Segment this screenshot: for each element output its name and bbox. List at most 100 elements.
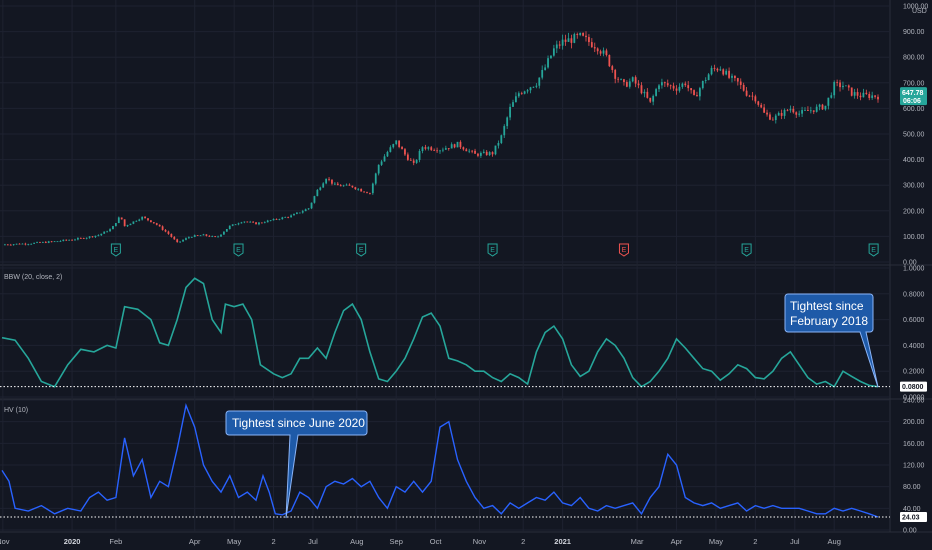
up-candle [342,185,345,187]
up-candle [88,236,91,238]
down-candle [585,35,587,38]
down-candle [459,141,462,148]
y-tick-label: 160.00 [903,441,925,448]
up-candle [333,183,336,185]
down-candle [39,242,41,243]
up-candle [15,243,18,245]
down-candle [477,153,479,156]
up-candle [602,50,605,54]
up-candle [59,240,62,242]
earnings-marker[interactable]: E [868,243,879,257]
up-candle [41,241,44,243]
down-candle [646,91,649,98]
up-candle [497,142,500,146]
down-candle [576,34,579,36]
down-candle [404,149,406,155]
hv-annotation-callout[interactable]: Tightest since June 2020 [225,410,368,519]
up-candle [313,196,316,203]
bbw-annotation-callout[interactable]: Tightest since February 2018 [784,293,879,388]
grid-lines [0,0,932,533]
earnings-marker[interactable]: E [487,243,498,257]
up-candle [707,74,710,81]
x-tick-label: Apr [671,537,683,546]
y-tick-label: 900.00 [903,29,925,36]
down-candle [474,150,476,154]
up-candle [237,223,240,225]
countdown-value: 06:06 [903,98,921,105]
up-candle [844,85,847,87]
up-candle [561,39,564,46]
up-candle [117,217,120,224]
up-candle [643,91,646,94]
up-candle [535,85,538,87]
down-candle [690,88,693,91]
time-x-axis: Nov 2020 Feb Apr May 2 Jul Aug Sep Oct Nov 2 2021 Mar… [0,537,841,546]
up-candle [182,239,184,242]
down-candle [739,81,742,85]
hv-series-line [1,402,879,518]
down-candle [868,93,871,98]
up-candle [862,92,865,98]
down-candle [728,70,730,78]
up-candle [704,80,707,81]
up-candle [109,229,111,232]
down-candle [807,109,809,111]
up-candle [293,213,295,216]
down-candle [79,238,82,239]
up-candle [199,235,202,237]
bbw-last-value-tag: 0.0800 [900,381,927,392]
up-candle [231,224,234,226]
earnings-marker-label: E [236,247,241,254]
down-candle [462,147,465,150]
y-tick-label: 80.00 [903,484,921,491]
down-candle [412,160,415,163]
down-candle [366,192,368,194]
earnings-marker-shape [618,243,629,257]
up-candle [33,242,36,244]
up-candle [100,233,103,236]
up-candle [719,69,722,71]
up-candle [225,228,228,232]
earnings-marker[interactable]: E [233,243,244,257]
x-tick-label: Mar [631,537,644,546]
up-candle [290,215,292,218]
up-candle [36,242,38,243]
up-candle [258,222,260,225]
up-candle [652,95,655,102]
down-candle [666,83,669,86]
y-tick-label: 0.8000 [903,291,925,298]
x-tick-label: Sep [390,537,403,546]
up-candle [809,110,812,112]
y-tick-label: 120.00 [903,463,925,470]
hv-callout-shape [225,410,368,519]
y-tick-label: 400.00 [903,157,925,164]
x-tick-label: 2 [271,537,275,546]
down-candle [164,229,167,232]
y-tick-label: 1.0000 [903,266,925,273]
earnings-marker[interactable]: E [741,243,752,257]
down-candle [605,50,608,56]
up-candle [731,75,733,78]
down-candle [433,149,436,151]
down-candle [158,224,161,227]
earnings-marker[interactable]: E [356,243,367,257]
down-candle [874,95,876,97]
down-candle [663,82,666,84]
x-tick-label: Nov [0,537,10,546]
up-candle [68,239,71,241]
up-candle [532,86,535,88]
x-tick-label: Nov [473,537,487,546]
up-candle [482,151,485,153]
up-candle [547,58,549,68]
earnings-marker-label: E [871,247,876,254]
earnings-marker-shape [110,243,121,257]
up-candle [129,223,132,226]
earnings-marker[interactable]: E [110,243,121,257]
x-tick-label: May [227,537,241,546]
earnings-marker-label: E [490,247,495,254]
earnings-marker[interactable]: E [618,243,629,257]
down-candle [669,85,672,87]
down-candle [436,150,438,152]
down-candle [617,78,620,80]
